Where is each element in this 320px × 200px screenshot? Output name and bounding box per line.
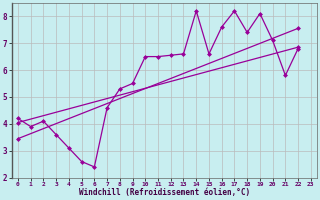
X-axis label: Windchill (Refroidissement éolien,°C): Windchill (Refroidissement éolien,°C) xyxy=(79,188,250,197)
